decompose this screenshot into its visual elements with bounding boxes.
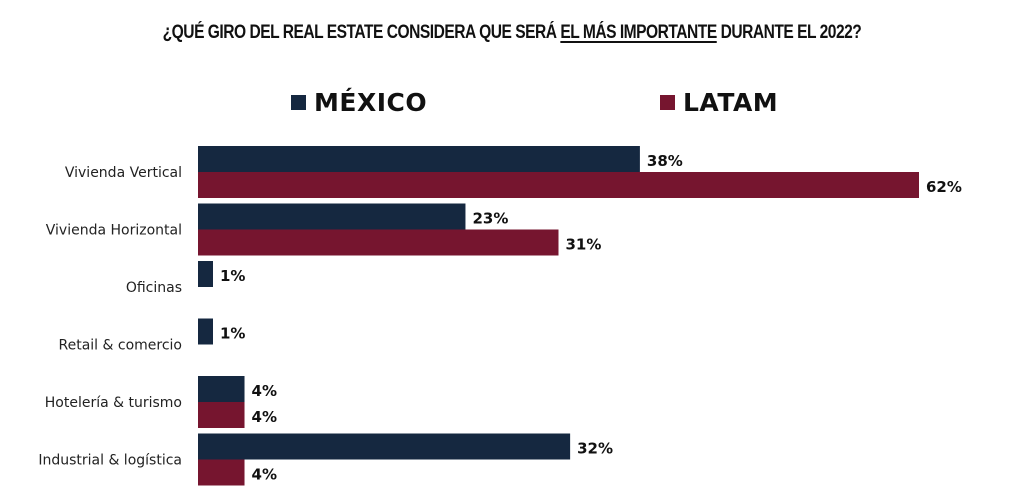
- bar-mexico-industrial-logistica: [198, 433, 571, 460]
- chart-title: ¿QUÉ GIRO DEL REAL ESTATE CONSIDERA QUE …: [92, 22, 932, 44]
- title-text-after: DURANTE EL 2022?: [716, 22, 862, 43]
- bar-mexico-vivienda-horizontal: [198, 203, 466, 230]
- bar-mexico-vivienda-vertical: [198, 146, 640, 172]
- legend-swatch-latam: [660, 95, 675, 110]
- value-label-latam-hoteleria-turismo: 4%: [252, 408, 277, 426]
- bar-mexico-hoteleria-turismo: [198, 376, 245, 402]
- category-label-hoteleria-turismo: Hotelería & turismo: [45, 395, 182, 411]
- value-label-mexico-industrial-logistica: 32%: [577, 440, 613, 458]
- title-text-highlight: EL MÁS IMPORTANTE: [560, 22, 717, 43]
- legend-item-latam: LATAM: [660, 88, 778, 117]
- legend-label-latam: LATAM: [683, 88, 779, 117]
- bar-latam-vivienda-horizontal: [198, 229, 559, 256]
- category-label-vivienda-vertical: Vivienda Vertical: [65, 165, 182, 181]
- bar-latam-hoteleria-turismo: [198, 402, 245, 428]
- legend-item-mexico: MÉXICO: [291, 88, 427, 117]
- bar-latam-industrial-logistica: [198, 459, 245, 486]
- value-label-latam-vivienda-vertical: 62%: [926, 178, 962, 196]
- value-label-mexico-vivienda-horizontal: 23%: [472, 210, 508, 228]
- title-text-before: ¿QUÉ GIRO DEL REAL ESTATE CONSIDERA QUE …: [162, 22, 561, 43]
- value-label-latam-industrial-logistica: 4%: [252, 466, 277, 484]
- legend-swatch-mexico: [291, 95, 306, 110]
- bar-mexico-oficinas: [198, 261, 213, 287]
- bar-latam-vivienda-vertical: [198, 172, 919, 198]
- bar-mexico-retail-comercio: [198, 318, 213, 345]
- category-label-oficinas: Oficinas: [126, 280, 182, 296]
- category-label-retail-comercio: Retail & comercio: [59, 338, 183, 354]
- category-label-vivienda-horizontal: Vivienda Horizontal: [46, 223, 182, 239]
- value-label-mexico-oficinas: 1%: [220, 267, 245, 285]
- legend-label-mexico: MÉXICO: [314, 88, 428, 117]
- value-label-mexico-vivienda-vertical: 38%: [647, 152, 683, 170]
- value-label-latam-vivienda-horizontal: 31%: [566, 236, 602, 254]
- value-label-mexico-hoteleria-turismo: 4%: [252, 382, 277, 400]
- category-label-industrial-logistica: Industrial & logística: [38, 453, 182, 469]
- value-label-mexico-retail-comercio: 1%: [220, 325, 245, 343]
